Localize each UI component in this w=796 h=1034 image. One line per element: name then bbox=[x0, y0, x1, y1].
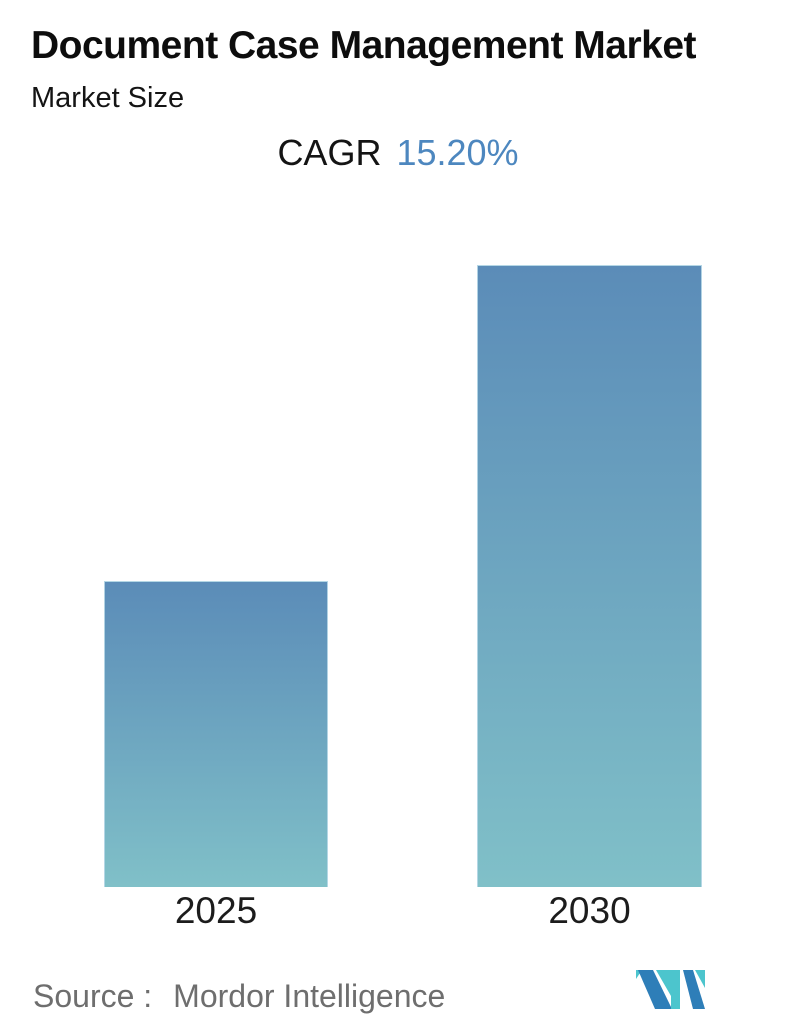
logo-teal-right-triangle bbox=[695, 970, 705, 988]
page-subtitle: Market Size bbox=[31, 82, 185, 114]
cagr-value: 15.20% bbox=[396, 132, 519, 173]
source-label: Source : bbox=[33, 978, 153, 1014]
bar-2025 bbox=[104, 581, 328, 887]
cagr-line: CAGR 15.20% bbox=[0, 132, 796, 174]
x-axis-label-2030: 2030 bbox=[548, 890, 631, 931]
x-axis-label-2025: 2025 bbox=[174, 890, 258, 931]
source-line: Source : Mordor Intelligence bbox=[33, 978, 445, 1015]
logo-blue-right-stroke bbox=[683, 970, 705, 1009]
source-value: Mordor Intelligence bbox=[173, 978, 446, 1014]
logo-blue-left-stroke bbox=[638, 970, 672, 1009]
page-title: Document Case Management Market bbox=[31, 24, 697, 67]
logo-teal-middle-shape bbox=[656, 970, 680, 1009]
cagr-label: CAGR bbox=[277, 132, 382, 173]
bar-chart bbox=[104, 265, 702, 887]
bar-2030 bbox=[477, 265, 702, 887]
mordor-intelligence-logo bbox=[636, 970, 705, 1009]
